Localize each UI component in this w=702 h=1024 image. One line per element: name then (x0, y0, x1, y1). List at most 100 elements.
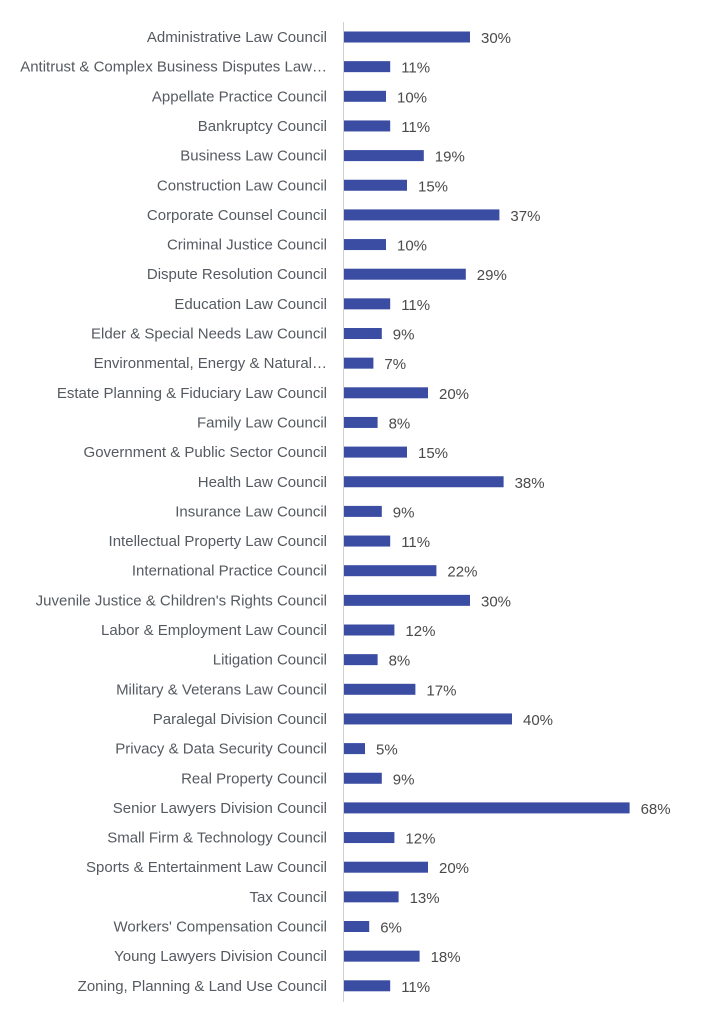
bar (344, 476, 504, 488)
bar (344, 328, 382, 339)
category-label: Education Law Council (174, 296, 327, 313)
value-label: 15% (418, 445, 448, 462)
category-label: Government & Public Sector Council (84, 444, 327, 461)
category-label: Real Property Council (181, 770, 327, 787)
bar (344, 802, 630, 814)
bar (344, 357, 374, 369)
value-label: 20% (439, 386, 469, 403)
value-label: 12% (405, 623, 435, 640)
category-label: Corporate Counsel Council (147, 207, 327, 224)
bar (344, 861, 428, 873)
category-label: Dispute Resolution Council (147, 266, 327, 283)
value-label: 9% (393, 771, 415, 788)
value-label: 17% (426, 682, 456, 699)
category-label: Young Lawyers Division Council (114, 948, 327, 965)
value-label: 30% (481, 593, 511, 610)
bar (344, 416, 378, 428)
value-label: 8% (389, 653, 411, 670)
bar (344, 535, 391, 547)
value-label: 9% (393, 327, 415, 344)
category-label: Sports & Entertainment Law Council (86, 859, 327, 876)
category-label: Small Firm & Technology Council (107, 830, 327, 847)
bar (344, 654, 378, 666)
bar (344, 90, 386, 102)
bar (344, 298, 391, 310)
category-label: Litigation Council (213, 652, 327, 669)
value-label: 8% (389, 415, 411, 432)
category-label: Elder & Special Needs Law Council (91, 326, 327, 343)
value-label: 11% (401, 534, 430, 551)
value-label: 12% (405, 831, 435, 848)
category-label: Privacy & Data Security Council (115, 741, 327, 758)
category-label: International Practice Council (132, 563, 327, 580)
bar (344, 980, 391, 992)
bar (344, 891, 399, 903)
category-label: Estate Planning & Fiduciary Law Council (57, 385, 327, 402)
category-label: Construction Law Council (157, 177, 327, 194)
category-label: Paralegal Division Council (153, 711, 327, 728)
value-label: 5% (376, 742, 398, 759)
bar (344, 743, 365, 755)
value-label: 68% (641, 801, 671, 818)
category-label: Appellate Practice Council (152, 88, 327, 105)
category-label: Antitrust & Complex Business Disputes La… (20, 59, 327, 76)
bar (344, 61, 391, 73)
value-label: 20% (439, 860, 469, 877)
value-label: 13% (410, 890, 440, 907)
value-label: 11% (401, 979, 430, 996)
category-label: Military & Veterans Law Council (116, 681, 327, 698)
bar (344, 150, 424, 162)
bar (344, 713, 512, 725)
category-label: Zoning, Planning & Land Use Council (78, 978, 327, 995)
category-label: Bankruptcy Council (198, 118, 327, 135)
bar (344, 624, 395, 636)
value-label: 7% (384, 356, 406, 373)
category-labels: Administrative Law Council Antitrust & Co… (20, 29, 327, 995)
value-label: 11% (401, 60, 430, 77)
category-label: Senior Lawyers Division Council (113, 800, 327, 817)
value-label: 15% (418, 178, 448, 195)
value-label: 9% (393, 504, 415, 521)
category-label: Tax Council (249, 889, 327, 906)
category-label: Administrative Law Council (147, 29, 327, 46)
category-label: Intellectual Property Law Council (109, 533, 327, 550)
value-label: 19% (435, 149, 465, 166)
value-label: 40% (523, 712, 553, 729)
bar (344, 565, 437, 577)
value-label: 29% (477, 267, 507, 284)
bar (344, 387, 428, 399)
bar (344, 683, 416, 695)
category-label: Insurance Law Council (175, 503, 327, 520)
bar (344, 31, 470, 43)
category-label: Family Law Council (197, 414, 327, 431)
bar (344, 772, 382, 784)
value-label: 18% (431, 949, 461, 966)
category-label: Business Law Council (180, 148, 327, 165)
value-label: 6% (380, 920, 402, 937)
value-label: 38% (515, 475, 545, 492)
value-label: 10% (397, 89, 427, 106)
category-label: Juvenile Justice & Children's Rights Cou… (36, 592, 327, 609)
bar (344, 209, 500, 221)
category-label: Workers' Compensation Council (113, 919, 327, 936)
value-label: 10% (397, 238, 427, 255)
value-label: 11% (401, 297, 430, 314)
value-label: 11% (401, 119, 430, 136)
category-label: Health Law Council (198, 474, 327, 491)
bar (344, 179, 407, 191)
category-label: Criminal Justice Council (167, 237, 327, 254)
bar (344, 950, 420, 962)
category-label: Labor & Employment Law Council (101, 622, 327, 639)
category-label: Environmental, Energy & Natural… (94, 355, 327, 372)
bar (344, 921, 370, 932)
value-label: 22% (447, 564, 477, 581)
bar (344, 446, 407, 458)
bar (344, 268, 466, 280)
value-label: 30% (481, 30, 511, 47)
bars (344, 31, 630, 992)
bar (344, 120, 391, 132)
bar (344, 505, 382, 517)
value-labels: 30% 11% 10% 11% 19% 15% 37% 10% 29% 11% 9% 7% 20% 8% 1… (376, 30, 671, 996)
bar (344, 239, 386, 251)
